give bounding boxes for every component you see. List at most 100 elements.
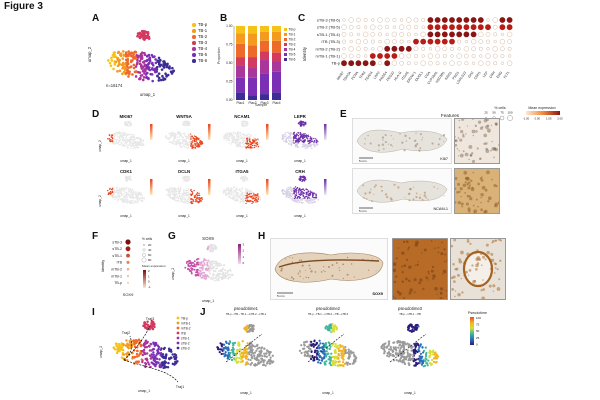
panel-i-umap-point [156, 352, 159, 355]
panel-d-umap-point [300, 201, 303, 204]
panel-e-zoom-cell [462, 150, 465, 153]
panel-d-umap-point [182, 189, 185, 191]
panel-d-umap-point [247, 123, 249, 125]
panel-j-umap-point [419, 352, 423, 355]
panel-h-zoom-cell [480, 264, 483, 267]
panel-e-zoom-cell [468, 195, 472, 198]
panel-e-zoom-cell [483, 210, 487, 213]
panel-h-zoom-cell [469, 242, 472, 245]
panel-d-umap-point [240, 200, 242, 203]
panel-c-dot [506, 31, 513, 38]
panel-d-umap-point [282, 134, 285, 136]
panel-a-umap-point [127, 75, 130, 78]
panel-d-umap-point [302, 202, 304, 204]
panel-j-umap-point [330, 330, 333, 333]
panel-j-umap-point [232, 353, 235, 356]
panel-d-umap-point [176, 136, 179, 138]
panel-d-umap-point [168, 193, 170, 196]
panel-d-umap-point [290, 190, 293, 193]
panel-d-umap-point [315, 141, 317, 143]
panel-h-zoom-cell [451, 276, 454, 280]
panel-d-umap-point [303, 146, 305, 148]
panel-g-umap-point [201, 272, 203, 275]
panel-d-umap-point [302, 198, 304, 200]
panel-e-zoom-cell [462, 183, 467, 188]
panel-d-umap-point [251, 139, 254, 141]
panel-d-umap-point [245, 202, 247, 205]
panel-d-umap-point [186, 176, 188, 178]
panel-h-stain-dot [280, 269, 283, 272]
panel-d-umap-point [237, 145, 239, 148]
panel-g-umap-point [189, 270, 192, 273]
panel-d-umap-point [136, 146, 138, 149]
panel-d-umap-point [185, 200, 187, 202]
panel-d-umap-point [191, 198, 193, 200]
panel-h-stain-dot [314, 271, 317, 273]
panel-d-umap-point [117, 199, 119, 202]
panel-a-umap-point [142, 75, 146, 79]
panel-j-umap-point [383, 350, 386, 353]
panel-j-umap-point [403, 361, 406, 364]
panel-d-colorbar [324, 179, 327, 195]
panel-c-dot [492, 17, 498, 23]
panel-d-umap-point [248, 193, 251, 195]
panel-e-zoom-cell [463, 170, 468, 175]
panel-c-col-label: ERVW-1 [406, 71, 417, 84]
panel-d-umap-point [249, 199, 251, 202]
panel-d-umap-point [300, 191, 302, 193]
panel-c-dot [370, 32, 376, 37]
panel-e-zoom-cell [461, 205, 464, 208]
panel-j-umap-point [309, 356, 312, 359]
panel-h-stain-dot [300, 259, 303, 262]
panel-d-umap-point [171, 193, 174, 195]
panel-d-umap-point [120, 131, 122, 134]
panel-d-umap-point [310, 199, 312, 201]
panel-d-umap-point [298, 121, 300, 124]
panel-j-umap-point [263, 347, 266, 350]
panel-d-umap-point [241, 196, 244, 198]
panel-j-umap-point [424, 360, 427, 363]
panel-c-dot [485, 24, 491, 31]
legend-label: TB-5 [198, 52, 208, 57]
panel-e-zoom-cell [484, 125, 489, 130]
panel-c-dot [486, 39, 490, 44]
panel-d-umap-point [117, 198, 120, 201]
panel-j-umap-point [250, 348, 253, 351]
panel-d-umap-point [125, 180, 128, 182]
panel-e-stain-dot [407, 192, 411, 196]
panel-d-umap-point [244, 199, 247, 202]
panel-d-umap-point [295, 190, 297, 193]
panel-i-umap-point [159, 365, 163, 369]
panel-d-umap-point [192, 199, 194, 201]
panel-d-umap-point [187, 178, 190, 181]
panel-d-umap-point [237, 192, 239, 195]
panel-d-umap-point [258, 195, 261, 197]
panel-j-umap-point [236, 361, 239, 364]
panel-d-umap-point [246, 140, 249, 142]
panel-e-zoom-cell [495, 185, 498, 188]
panel-d-umap-point [252, 147, 254, 149]
panel-e-zoom-cell [480, 208, 484, 212]
panel-c-col-label: PCNA [351, 70, 360, 81]
panel-g-umap-point [201, 276, 204, 279]
panel-g-colorbar [238, 244, 241, 264]
panel-d-umap-point [235, 143, 237, 145]
panel-c-dot [499, 38, 506, 45]
panel-i-umap-point [137, 338, 141, 341]
panel-d-umap-point [175, 141, 177, 143]
panel-h-zoom-cell [436, 293, 438, 296]
panel-d-umap-point [309, 194, 311, 197]
panel-a-umap-point [140, 57, 144, 60]
panel-e-zoom-cell [493, 147, 497, 150]
panel-d-umap-point [227, 191, 230, 194]
panel-a-umap-point [172, 69, 176, 73]
panel-d-umap-point [177, 187, 180, 190]
panel-c-dot [449, 17, 455, 23]
panel-h-zoom-cell [431, 265, 435, 269]
panel-d-umap-point [246, 190, 249, 192]
panel-d-umap-point [255, 139, 258, 141]
panel-e-zoom-cell [472, 204, 475, 207]
panel-e-zoom-cell [473, 209, 478, 213]
panel-e-zoom-cell [462, 134, 465, 138]
panel-c-dot [427, 53, 434, 59]
